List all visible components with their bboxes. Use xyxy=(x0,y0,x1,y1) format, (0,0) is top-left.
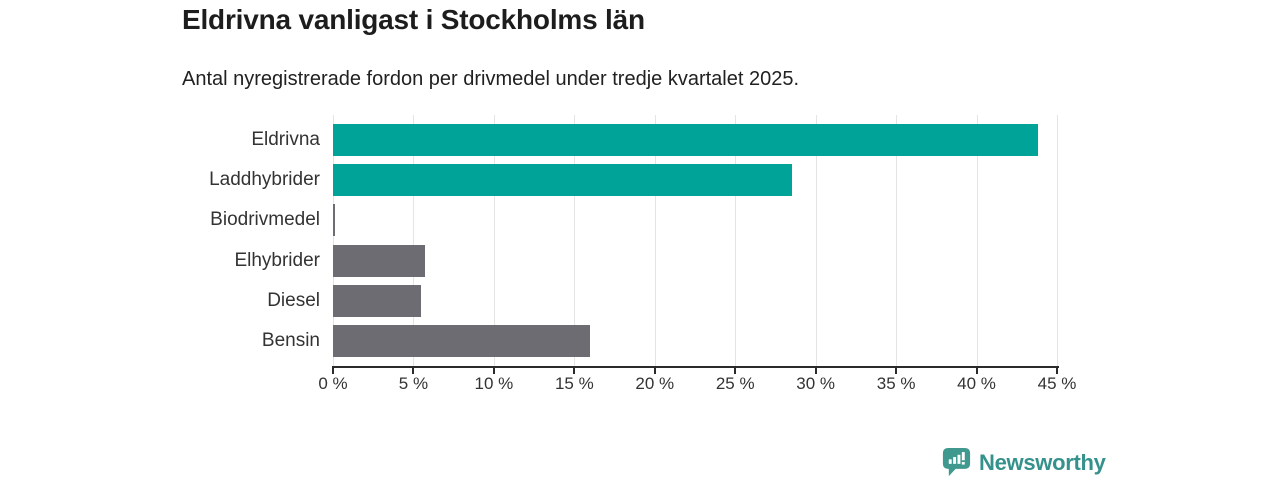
x-tick-label: 20 % xyxy=(635,374,675,393)
x-axis-tick xyxy=(332,366,334,374)
x-axis-tick xyxy=(573,366,576,374)
category-label: Elhybrider xyxy=(234,249,320,271)
x-axis-tick xyxy=(492,366,495,374)
gridline xyxy=(493,115,495,368)
gridline xyxy=(735,115,737,368)
newsworthy-logo: Newsworthy xyxy=(942,447,1106,478)
x-axis-line xyxy=(333,366,1059,368)
bar-diesel xyxy=(333,284,422,317)
gridline xyxy=(896,115,898,368)
x-axis-tick xyxy=(653,366,656,374)
x-axis-tick xyxy=(1056,366,1058,374)
x-axis-tick xyxy=(814,366,817,374)
x-tick-label: 30 % xyxy=(796,374,836,393)
x-tick-label: 45 % xyxy=(1037,374,1077,393)
newsworthy-wordmark: Newsworthy xyxy=(979,449,1106,475)
gridline xyxy=(333,115,334,368)
category-label: Biodrivmedel xyxy=(210,209,320,231)
category-label: Laddhybrider xyxy=(209,169,320,191)
gridline xyxy=(815,115,817,368)
x-tick-label: 15 % xyxy=(554,374,594,393)
x-tick-label: 25 % xyxy=(715,374,755,393)
category-label: Eldrivna xyxy=(251,129,320,150)
chart-subtitle: Antal nyregistrerade fordon per drivmede… xyxy=(182,68,800,90)
x-axis-tick xyxy=(975,366,978,374)
x-tick-label: 35 % xyxy=(876,374,916,393)
category-label: Bensin xyxy=(261,330,320,351)
x-tick-label: 10 % xyxy=(474,374,514,393)
gridline xyxy=(413,115,415,368)
gridline xyxy=(1057,115,1058,368)
x-tick-label: 5 % xyxy=(398,374,429,393)
gridline xyxy=(976,115,978,368)
gridline xyxy=(654,115,656,368)
x-tick-label: 0 % xyxy=(318,374,348,393)
bar-bensin xyxy=(333,325,591,357)
x-axis-tick xyxy=(895,366,898,374)
x-axis-tick xyxy=(734,366,737,374)
gridline xyxy=(574,115,576,368)
category-label: Diesel xyxy=(267,289,320,311)
x-tick-label: 40 % xyxy=(957,374,996,393)
plot-area xyxy=(333,115,1058,368)
x-axis-tick xyxy=(412,366,415,374)
bar-biodrivmedel xyxy=(333,204,335,237)
bar-elhybrider xyxy=(333,244,425,277)
newsworthy-speech-bubble-chart-icon xyxy=(942,447,971,478)
chart-title: Eldrivna vanligast i Stockholms län xyxy=(182,4,645,35)
bar-eldrivna xyxy=(333,124,1038,156)
bar-laddhybrider xyxy=(333,164,792,197)
